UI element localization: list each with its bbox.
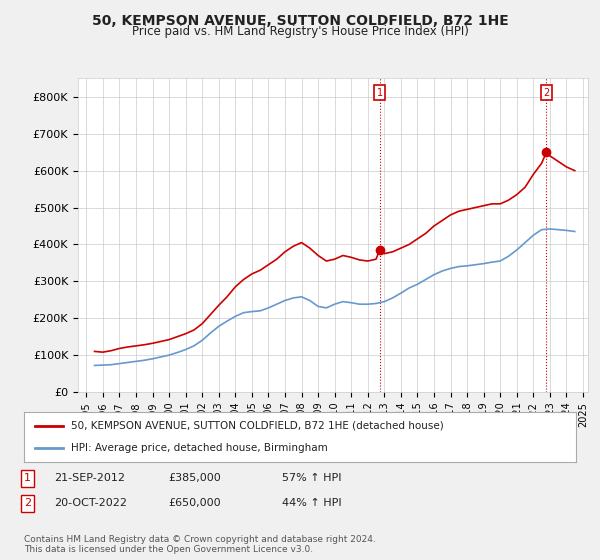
Text: 1: 1 bbox=[24, 473, 31, 483]
Text: 50, KEMPSON AVENUE, SUTTON COLDFIELD, B72 1HE: 50, KEMPSON AVENUE, SUTTON COLDFIELD, B7… bbox=[92, 14, 508, 28]
Text: 44% ↑ HPI: 44% ↑ HPI bbox=[282, 498, 341, 508]
Text: 57% ↑ HPI: 57% ↑ HPI bbox=[282, 473, 341, 483]
Text: 20-OCT-2022: 20-OCT-2022 bbox=[54, 498, 127, 508]
Text: £385,000: £385,000 bbox=[168, 473, 221, 483]
Text: HPI: Average price, detached house, Birmingham: HPI: Average price, detached house, Birm… bbox=[71, 443, 328, 453]
Text: £650,000: £650,000 bbox=[168, 498, 221, 508]
Text: 21-SEP-2012: 21-SEP-2012 bbox=[54, 473, 125, 483]
Text: 50, KEMPSON AVENUE, SUTTON COLDFIELD, B72 1HE (detached house): 50, KEMPSON AVENUE, SUTTON COLDFIELD, B7… bbox=[71, 421, 443, 431]
Text: 1: 1 bbox=[377, 88, 383, 98]
Text: 2: 2 bbox=[24, 498, 31, 508]
Text: 2: 2 bbox=[544, 88, 550, 98]
Text: Price paid vs. HM Land Registry's House Price Index (HPI): Price paid vs. HM Land Registry's House … bbox=[131, 25, 469, 38]
Text: Contains HM Land Registry data © Crown copyright and database right 2024.
This d: Contains HM Land Registry data © Crown c… bbox=[24, 535, 376, 554]
